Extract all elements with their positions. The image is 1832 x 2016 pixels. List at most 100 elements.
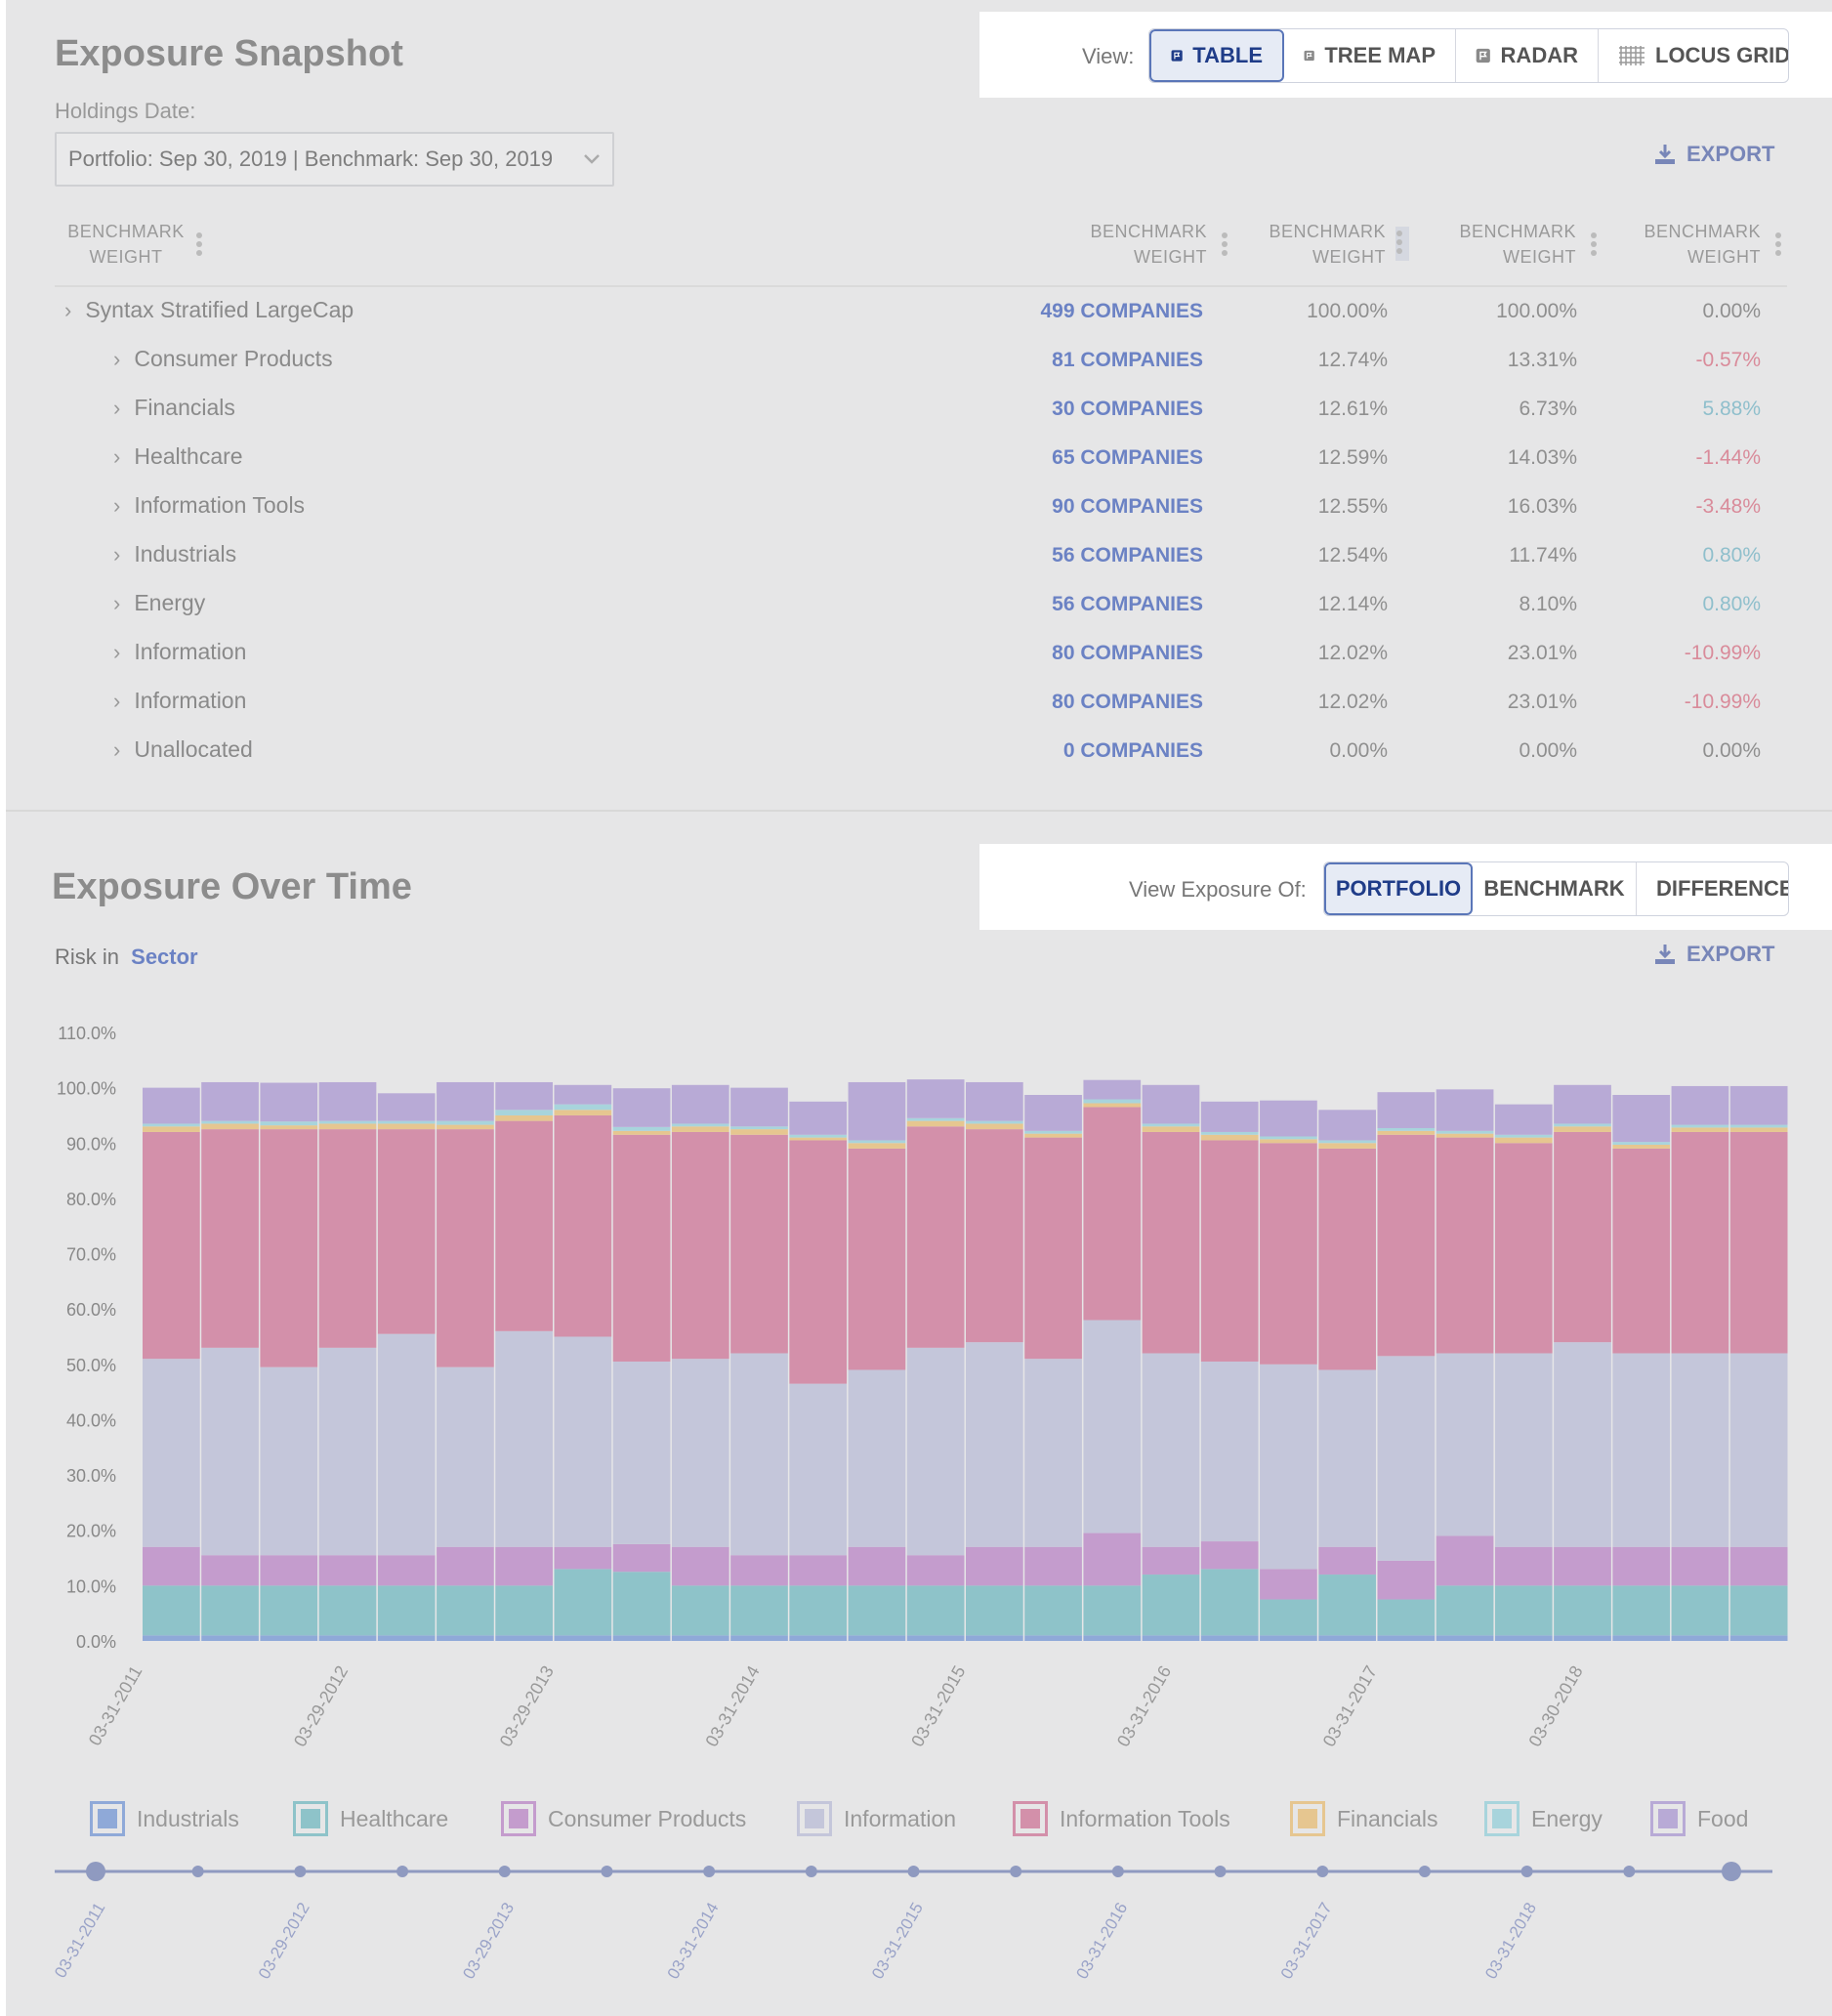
bar-segment[interactable]: [906, 1555, 965, 1586]
bar-segment[interactable]: [1318, 1140, 1376, 1144]
timeline-dot[interactable]: [703, 1866, 716, 1877]
bar-segment[interactable]: [143, 1359, 200, 1547]
bar-segment[interactable]: [1024, 1585, 1082, 1636]
bar-segment[interactable]: [1024, 1130, 1082, 1134]
bar-segment[interactable]: [1729, 1127, 1788, 1132]
bar-segment[interactable]: [1612, 1353, 1671, 1547]
bar-segment[interactable]: [437, 1366, 494, 1547]
bar-segment[interactable]: [1142, 1575, 1200, 1636]
bar-segment[interactable]: [1729, 1585, 1788, 1636]
bar-segment[interactable]: [1377, 1127, 1436, 1131]
bar-segment[interactable]: [1612, 1094, 1671, 1143]
bar-segment[interactable]: [1554, 1131, 1611, 1343]
bar-segment[interactable]: [730, 1134, 788, 1354]
bar-segment[interactable]: [1318, 1369, 1376, 1547]
bar-segment[interactable]: [612, 1130, 671, 1135]
bar-segment[interactable]: [1142, 1126, 1200, 1132]
bar-segment[interactable]: [906, 1117, 965, 1121]
bar-segment[interactable]: [201, 1081, 259, 1121]
column-header-2[interactable]: BENCHMARK WEIGHT: [1070, 219, 1207, 270]
bar-segment[interactable]: [1554, 1084, 1611, 1124]
timeline-dot[interactable]: [1418, 1866, 1431, 1877]
bar-segment[interactable]: [1260, 1136, 1317, 1140]
bar-segment[interactable]: [730, 1585, 788, 1636]
legend-item[interactable]: Information: [797, 1801, 956, 1836]
bar-segment[interactable]: [377, 1129, 436, 1334]
chevron-right-icon[interactable]: ›: [113, 688, 121, 713]
bar-segment[interactable]: [848, 1585, 906, 1636]
bar-segment[interactable]: [966, 1081, 1023, 1121]
column-header-3[interactable]: BENCHMARK WEIGHT: [1249, 219, 1386, 270]
radar-view-button[interactable]: RADAR: [1456, 29, 1599, 82]
bar-segment[interactable]: [789, 1134, 848, 1138]
table-row-name[interactable]: › Healthcare: [113, 443, 243, 470]
bar-segment[interactable]: [1671, 1353, 1729, 1547]
bar-segment[interactable]: [906, 1120, 965, 1127]
bar-segment[interactable]: [260, 1635, 318, 1641]
bar-segment[interactable]: [377, 1555, 436, 1586]
bar-segment[interactable]: [1671, 1127, 1729, 1132]
bar-segment[interactable]: [143, 1546, 200, 1586]
bar-segment[interactable]: [671, 1635, 729, 1641]
table-row-name[interactable]: › Energy: [113, 590, 205, 616]
portfolio-button[interactable]: PORTFOLIO: [1324, 862, 1473, 915]
bar-segment[interactable]: [1494, 1635, 1553, 1641]
bar-segment[interactable]: [966, 1123, 1023, 1130]
bar-segment[interactable]: [1377, 1599, 1436, 1636]
bar-segment[interactable]: [1436, 1130, 1494, 1134]
bar-segment[interactable]: [906, 1347, 965, 1556]
snapshot-export-button[interactable]: EXPORT: [1653, 142, 1774, 167]
bar-segment[interactable]: [143, 1123, 200, 1127]
timeline-dot[interactable]: [1623, 1866, 1636, 1877]
bar-segment[interactable]: [318, 1123, 377, 1130]
bar-segment[interactable]: [848, 1143, 906, 1149]
companies-link[interactable]: 80 COMPANIES: [1052, 642, 1203, 664]
timeline-dot[interactable]: [907, 1866, 920, 1877]
bar-segment[interactable]: [671, 1126, 729, 1132]
bar-segment[interactable]: [848, 1081, 906, 1141]
bar-segment[interactable]: [1318, 1110, 1376, 1141]
bar-segment[interactable]: [1671, 1131, 1729, 1354]
bar-segment[interactable]: [377, 1123, 436, 1130]
bar-segment[interactable]: [1494, 1353, 1553, 1547]
table-row-name[interactable]: › Syntax Stratified LargeCap: [64, 297, 354, 323]
bar-segment[interactable]: [730, 1129, 788, 1135]
bar-segment[interactable]: [1024, 1359, 1082, 1547]
bar-segment[interactable]: [201, 1555, 259, 1586]
bar-segment[interactable]: [495, 1585, 553, 1636]
timeline-dot[interactable]: [396, 1866, 409, 1877]
bar-segment[interactable]: [671, 1131, 729, 1360]
bar-segment[interactable]: [1024, 1546, 1082, 1586]
bar-segment[interactable]: [1554, 1342, 1611, 1547]
bar-segment[interactable]: [1142, 1123, 1200, 1127]
bar-segment[interactable]: [671, 1123, 729, 1127]
bar-segment[interactable]: [1200, 1361, 1259, 1542]
bar-segment[interactable]: [554, 1336, 612, 1547]
benchmark-button[interactable]: BENCHMARK: [1473, 862, 1637, 915]
bar-segment[interactable]: [1612, 1148, 1671, 1354]
bar-segment[interactable]: [1612, 1144, 1671, 1149]
bar-segment[interactable]: [1494, 1546, 1553, 1586]
chevron-right-icon[interactable]: ›: [113, 346, 121, 371]
bar-segment[interactable]: [1612, 1585, 1671, 1636]
bar-segment[interactable]: [1318, 1143, 1376, 1149]
bar-segment[interactable]: [377, 1120, 436, 1124]
bar-segment[interactable]: [1260, 1143, 1317, 1365]
bar-segment[interactable]: [848, 1140, 906, 1144]
bar-segment[interactable]: [730, 1555, 788, 1586]
bar-segment[interactable]: [848, 1148, 906, 1370]
bar-segment[interactable]: [495, 1120, 553, 1331]
companies-link[interactable]: 80 COMPANIES: [1052, 691, 1203, 713]
bar-segment[interactable]: [1436, 1635, 1494, 1641]
bar-segment[interactable]: [260, 1125, 318, 1130]
bar-segment[interactable]: [1318, 1148, 1376, 1370]
chevron-right-icon[interactable]: ›: [113, 541, 121, 567]
bar-segment[interactable]: [260, 1082, 318, 1122]
companies-link[interactable]: 30 COMPANIES: [1052, 398, 1203, 420]
bar-segment[interactable]: [1377, 1130, 1436, 1135]
column-menu-icon[interactable]: [1222, 232, 1229, 259]
locus-grid-view-button[interactable]: LOCUS GRID: [1599, 29, 1788, 82]
bar-segment[interactable]: [1142, 1353, 1200, 1547]
bar-segment[interactable]: [318, 1585, 377, 1636]
bar-segment[interactable]: [1436, 1089, 1494, 1131]
